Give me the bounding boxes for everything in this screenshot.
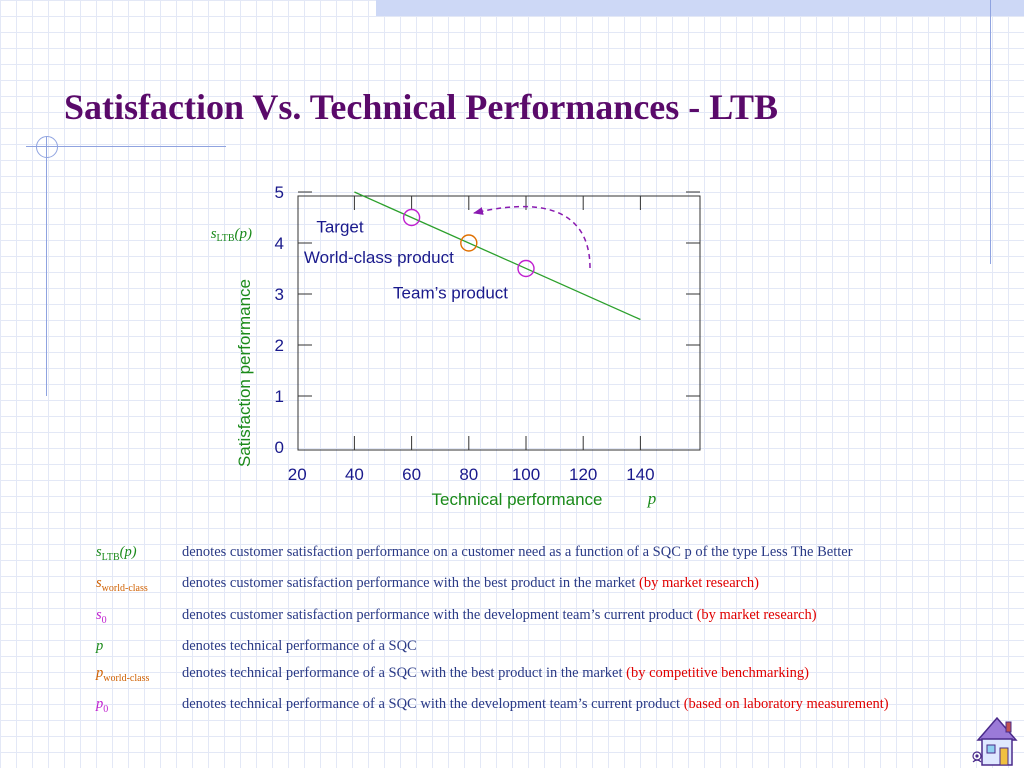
callout-arrow: [473, 205, 591, 269]
legend-symbol: s0: [96, 606, 182, 637]
description-text: denotes customer satisfaction performanc…: [182, 606, 697, 623]
symbol-base: p: [96, 664, 104, 681]
symbol-legend: sLTB(p) denotes customer satisfaction per…: [96, 543, 986, 726]
x-tick-label: 80: [459, 465, 478, 484]
x-tick-label: 140: [626, 465, 654, 484]
description-text: denotes technical performance of a SQC w…: [182, 664, 627, 681]
symbol-subscript: world-class: [101, 583, 148, 595]
y-tick-label: 0: [275, 438, 284, 457]
legend-description: denotes customer satisfaction performanc…: [182, 574, 986, 605]
symbol-base: p: [96, 638, 104, 655]
legend-description: denotes technical performance of a SQC w…: [182, 695, 986, 726]
legend-row: p0 denotes technical performance of a SQC…: [96, 695, 986, 726]
symbol-base: s: [96, 606, 102, 623]
source-note: (by market research): [696, 606, 817, 623]
chart: 0 1 2 3 4 5 20 40 60 80 100 120 140 Target World-cla…: [211, 183, 701, 509]
legend-description: denotes customer satisfaction performanc…: [182, 606, 986, 637]
y-tick-label: 1: [275, 387, 284, 406]
legend-symbol: p0: [96, 695, 182, 726]
header-band: [376, 0, 1024, 16]
symbol-subscript: 0: [101, 614, 107, 626]
x-tick-label: 100: [512, 465, 540, 484]
legend-row: pworld-class denotes technical performanc…: [96, 664, 986, 695]
slide-title: Satisfaction Vs. Technical Performances …: [64, 87, 779, 127]
legend-row: s0 denotes customer satisfaction performa…: [96, 606, 986, 637]
decor-line-right: [990, 0, 991, 264]
description-text: denotes customer satisfaction performanc…: [182, 575, 640, 592]
symbol-base: p: [96, 696, 104, 713]
description-text: denotes technical performance of a SQC w…: [182, 696, 684, 713]
source-note: (based on laboratory measurement): [683, 696, 889, 713]
y-tick-label: 4: [275, 234, 284, 253]
team-s-product-marker: [517, 259, 535, 278]
decor-circle: [36, 136, 58, 158]
y-axis-symbol: sLTB(p): [211, 226, 252, 244]
legend-description: denotes technical performance of a SQC: [182, 637, 986, 664]
legend-description: denotes customer satisfaction performanc…: [182, 543, 986, 574]
legend-row: sworld-class denotes customer satisfactio…: [96, 574, 986, 605]
x-axis-symbol: p: [647, 489, 657, 508]
house-nav-icon[interactable]: [970, 712, 1024, 768]
legend-symbol: pworld-class: [96, 664, 182, 695]
symbol-subscript: 0: [103, 703, 109, 715]
symbol-base: s: [96, 544, 102, 560]
symbol-subscript: world-class: [103, 672, 150, 684]
x-axis-label: Technical performance: [431, 490, 602, 509]
target-label: Target: [316, 218, 364, 237]
target-marker: [402, 208, 421, 227]
legend-symbol: sLTB(p): [96, 543, 182, 574]
x-tick-label: 120: [569, 465, 597, 484]
decor-line-left: [46, 136, 47, 396]
symbol-argument: (p): [119, 544, 137, 560]
satisfaction-line: [354, 191, 641, 321]
symbol-base: s: [96, 575, 102, 592]
y-tick-label: 5: [275, 183, 284, 202]
world-class-product-label: World-class product: [304, 248, 454, 267]
source-note: (by market research): [639, 575, 759, 592]
x-tick-label: 40: [345, 465, 364, 484]
x-tick-label: 20: [288, 465, 307, 484]
world-class-product-marker: [460, 234, 478, 252]
description-text: denotes technical performance of a SQC: [182, 638, 417, 655]
legend-row: p denotes technical performance of a SQC: [96, 637, 986, 664]
source-note: (by competitive benchmarking): [626, 664, 809, 681]
legend-row: sLTB(p) denotes customer satisfaction per…: [96, 543, 986, 574]
y-axis-label: Satisfaction performance: [235, 279, 254, 467]
legend-description: denotes technical performance of a SQC w…: [182, 664, 986, 695]
symbol-subscript: LTB: [101, 551, 120, 563]
description-text: denotes customer satisfaction performanc…: [182, 544, 853, 560]
plot-frame: [297, 195, 701, 451]
legend-symbol: p: [96, 637, 182, 664]
y-tick-label: 3: [275, 285, 284, 304]
y-tick-label: 2: [275, 336, 284, 355]
legend-symbol: sworld-class: [96, 574, 182, 605]
x-tick-label: 60: [402, 465, 421, 484]
decor-line-horizontal: [26, 146, 226, 147]
team-s-product-label: Team’s product: [393, 284, 508, 303]
